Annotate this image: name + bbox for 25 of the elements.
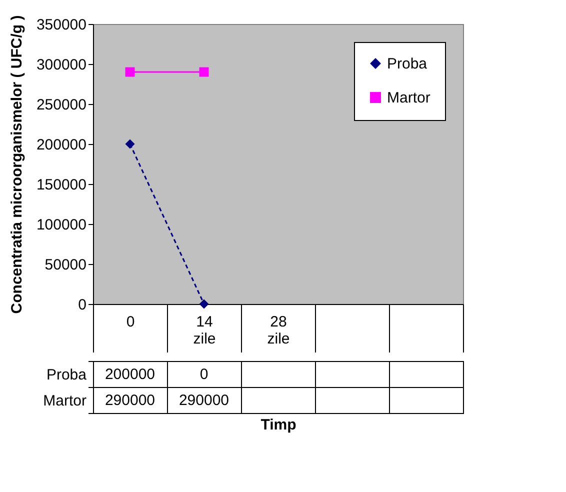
data-label: 200000 — [104, 366, 156, 383]
y-tick-label: 350000 — [36, 16, 86, 34]
point — [125, 67, 135, 77]
x-tick-label: 14 zile — [193, 314, 216, 348]
x-tick-label: 28 zile — [267, 314, 290, 348]
legend-label: Proba — [387, 56, 428, 72]
point — [199, 299, 209, 309]
y-tick-label: 150000 — [36, 176, 86, 194]
point — [125, 139, 135, 149]
legend-label: Martor — [387, 90, 430, 106]
x-axis-title: Timp — [260, 416, 296, 434]
y-tick-label: 200000 — [36, 136, 86, 154]
y-tick-label: 50000 — [44, 256, 86, 274]
data-label: 290000 — [178, 392, 230, 409]
data-label: 0 — [200, 366, 208, 383]
point — [199, 67, 209, 77]
text: Proba — [46, 366, 86, 384]
data-label: 290000 — [104, 392, 156, 409]
text: Martor — [43, 392, 86, 410]
y-axis-title: Concentratia microorganismelor ( UFC/g ) — [8, 15, 26, 314]
y-tick-label: 100000 — [36, 216, 86, 234]
x-tick-label: 0 — [126, 314, 135, 330]
y-tick-label: 250000 — [36, 96, 86, 114]
y-tick-label: 0 — [78, 296, 86, 314]
y-tick-label: 300000 — [36, 56, 86, 74]
